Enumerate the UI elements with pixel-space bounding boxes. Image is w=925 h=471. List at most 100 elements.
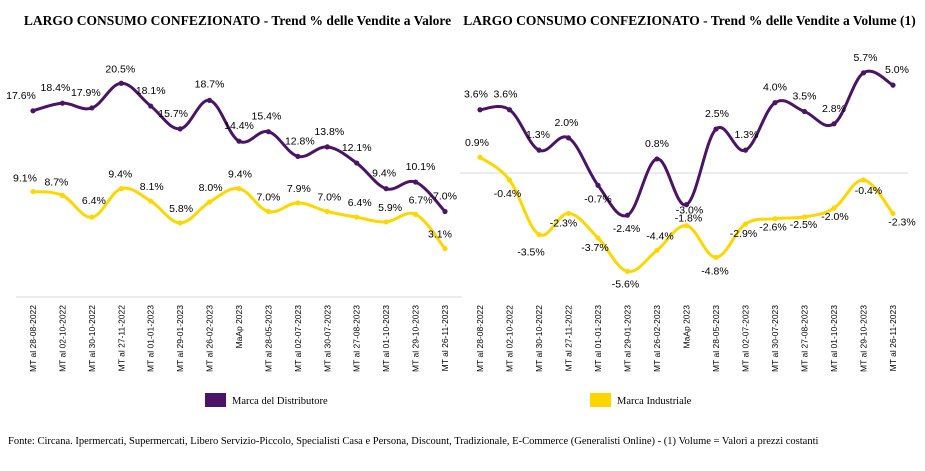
data-point [442,208,448,215]
x-tick-label: MT al 29-01-2023 [175,305,185,372]
data-point [324,144,330,150]
x-tick-label: MT al 02-07-2023 [293,305,303,372]
x-tick-label: MT al 30-10-2022 [534,305,544,372]
data-point [713,126,719,132]
data-label: 7.0% [317,192,341,204]
data-label: 7.9% [287,183,311,195]
x-tick-label: MT al 28-08-2022 [28,305,38,372]
data-label: 5.0% [885,64,909,76]
x-tick-label: MT al 26-02-2023 [205,305,215,372]
data-label: -2.3% [550,217,577,229]
data-point [565,210,572,217]
data-point [118,80,124,86]
data-point [354,214,360,220]
data-label: 9.1% [13,173,37,185]
data-point [506,107,513,113]
data-point [265,208,272,215]
data-label: -2.9% [730,228,757,240]
data-point [654,156,660,162]
data-label: 3.1% [428,229,452,241]
data-label: 7.0% [433,191,457,203]
data-label: -2.5% [790,219,817,231]
data-point [831,121,837,127]
data-point [890,82,896,88]
legend-label-distributore: Marca del Distributore [232,396,328,407]
legend-swatch-distributore [205,393,226,407]
data-point [89,214,95,220]
x-tick-label: MT al 29-10-2023 [859,305,869,372]
x-tick-label: MT al 26-11-2023 [440,305,450,372]
data-point [772,216,778,222]
data-label: 15.4% [252,111,282,123]
data-label: 6.7% [409,194,433,206]
data-point [30,108,36,114]
x-tick-label: MT al 27-11-2022 [564,305,574,372]
data-point [442,245,448,252]
data-point [536,231,542,238]
x-tick-label: MT al 28-05-2023 [263,305,273,372]
x-tick-label: MaAp 2023 [234,305,244,349]
data-label: -3.7% [581,242,608,254]
x-tick-label: MT al 27-08-2023 [800,305,810,372]
data-point [801,214,808,220]
data-point [683,223,690,229]
x-tick-label: MT al 28-08-2022 [475,305,485,372]
data-label: 1.3% [735,129,759,141]
data-label: 15.7% [158,108,188,120]
chart-title-valore: LARGO CONSUMO CONFEZIONATO - Trend % del… [23,13,452,28]
data-point [713,254,719,260]
x-tick-label: MT al 02-07-2023 [741,305,751,372]
data-label: 3.5% [793,91,817,103]
x-tick-label: MT al 26-02-2023 [652,305,662,372]
data-point [595,235,601,241]
data-label: -4.8% [701,265,728,277]
data-label: 17.6% [6,90,36,102]
legend-swatch-industriale [590,393,611,407]
source-footnote: Fonte: Circana. Ipermercati, Supermercat… [8,436,819,447]
data-label: 12.1% [342,142,372,154]
data-label: 6.4% [348,197,372,209]
data-label: -0.7% [584,193,611,205]
data-point [148,103,154,109]
x-tick-label: MT al 01-10-2023 [829,305,839,372]
data-point [412,179,419,185]
data-label: 18.4% [41,82,71,94]
data-label: -2.4% [613,223,640,235]
data-label: 9.4% [372,168,396,180]
data-point [742,147,749,153]
data-label: -2.6% [759,222,786,234]
data-label: -3.0% [676,205,703,217]
data-point [383,219,389,225]
x-tick-label: MT al 27-11-2022 [116,305,126,372]
data-point [742,221,749,227]
chart-valore: MT al 28-08-2022 MT al 02-10-2022 MT al 30… [6,63,462,372]
x-tick-label: MT al 02-10-2022 [505,305,515,372]
data-point [595,182,601,188]
data-point [206,199,213,205]
data-point [506,177,513,183]
data-label: 5.7% [854,52,878,64]
data-label: -0.4% [494,188,521,200]
data-label: 1.3% [526,129,550,141]
data-label: 9.4% [228,169,252,181]
data-label: -2.3% [888,216,915,228]
x-tick-label: MT al 02-10-2022 [57,305,67,372]
data-point [59,100,66,106]
x-tick-label: MT al 30-07-2023 [322,305,332,372]
data-label: 5.8% [169,203,193,215]
data-point [383,186,389,192]
data-point [860,70,867,76]
x-tick-label: MT al 01-10-2023 [381,305,391,372]
data-point [295,200,301,206]
x-tick-label: MT al 30-07-2023 [770,305,780,372]
data-label: 8.0% [199,182,223,194]
data-label: 8.7% [44,176,68,188]
data-label: 2.0% [555,117,579,129]
data-label: 17.9% [71,87,101,99]
data-label: -2.0% [821,211,848,223]
data-label: 7.0% [256,192,280,204]
series-line-distributore [478,69,895,218]
data-point [177,220,183,226]
data-point [890,210,896,217]
data-label: -0.4% [855,185,882,197]
